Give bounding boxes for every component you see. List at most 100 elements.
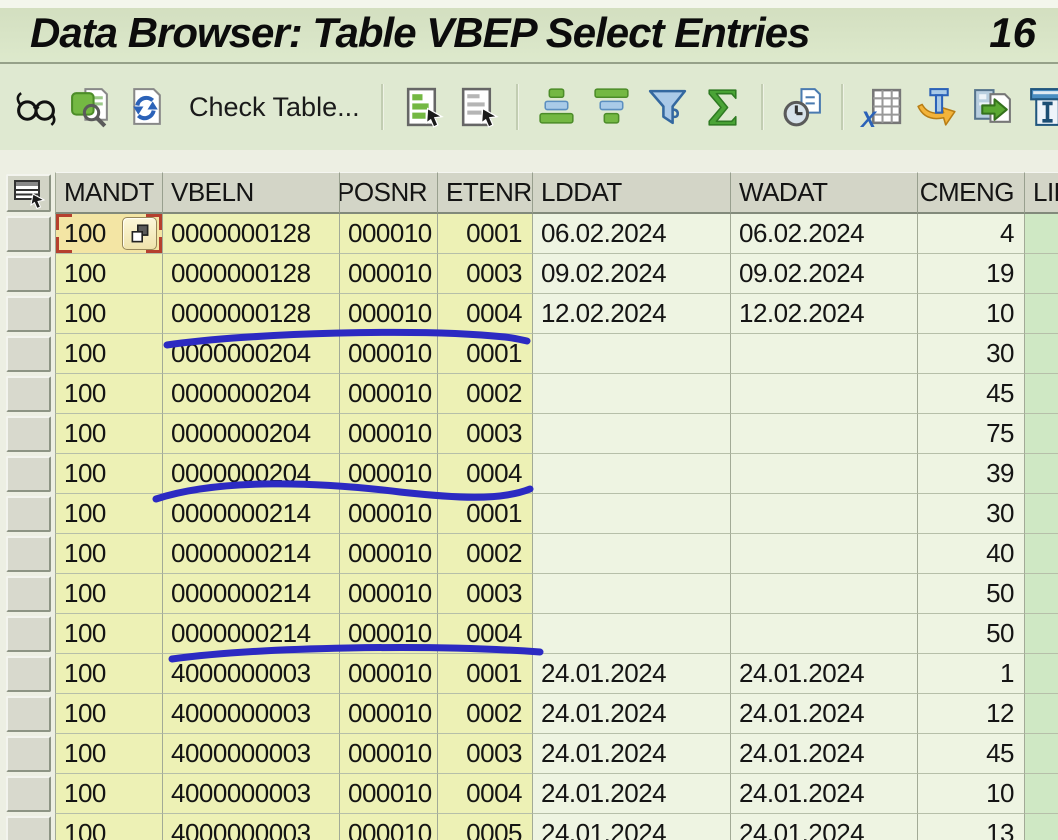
column-header-vbeln[interactable]: VBELN xyxy=(163,172,340,214)
cell-lifsp[interactable] xyxy=(1025,694,1058,734)
cell-posnr[interactable]: 000010 xyxy=(340,254,438,294)
cell-lifsp[interactable] xyxy=(1025,574,1058,614)
cell-cmeng[interactable]: 45 xyxy=(918,734,1025,774)
cell-vbeln[interactable]: 0000000128 xyxy=(163,254,340,294)
cell-wadat[interactable] xyxy=(731,414,918,454)
cell-cmeng[interactable]: 1 xyxy=(918,654,1025,694)
cell-posnr[interactable]: 000010 xyxy=(340,734,438,774)
cell-cmeng[interactable]: 40 xyxy=(918,534,1025,574)
cell-mandt[interactable]: 100 xyxy=(55,374,163,414)
detail-view-button[interactable] xyxy=(122,217,157,250)
cell-wadat[interactable] xyxy=(731,334,918,374)
word-processing-icon[interactable] xyxy=(914,84,961,131)
cell-posnr[interactable]: 000010 xyxy=(340,774,438,814)
cell-posnr[interactable]: 000010 xyxy=(340,574,438,614)
cell-etenr[interactable]: 0005 xyxy=(438,814,533,840)
column-header-cmeng[interactable]: CMENG xyxy=(918,172,1025,214)
cell-etenr[interactable]: 0004 xyxy=(438,454,533,494)
cell-cmeng[interactable]: 4 xyxy=(918,214,1025,254)
cell-lddat[interactable] xyxy=(533,454,731,494)
cell-mandt[interactable]: 100 xyxy=(55,774,163,814)
cell-mandt[interactable]: 100 xyxy=(55,214,163,254)
cell-mandt[interactable]: 100 xyxy=(55,814,163,840)
cell-lddat[interactable] xyxy=(533,494,731,534)
cell-cmeng[interactable]: 50 xyxy=(918,574,1025,614)
cell-vbeln[interactable]: 4000000003 xyxy=(163,654,340,694)
cell-posnr[interactable]: 000010 xyxy=(340,214,438,254)
row-select-button[interactable] xyxy=(6,736,51,772)
cell-lddat[interactable] xyxy=(533,414,731,454)
cell-lifsp[interactable] xyxy=(1025,294,1058,334)
select-all-button[interactable] xyxy=(6,174,51,212)
cell-lifsp[interactable] xyxy=(1025,374,1058,414)
cell-etenr[interactable]: 0002 xyxy=(438,374,533,414)
cell-lifsp[interactable] xyxy=(1025,214,1058,254)
cell-mandt[interactable]: 100 xyxy=(55,494,163,534)
cell-cmeng[interactable]: 12 xyxy=(918,694,1025,734)
cell-vbeln[interactable]: 0000000214 xyxy=(163,534,340,574)
cell-lddat[interactable]: 24.01.2024 xyxy=(533,654,731,694)
cell-wadat[interactable] xyxy=(731,574,918,614)
cell-etenr[interactable]: 0004 xyxy=(438,774,533,814)
cell-lifsp[interactable] xyxy=(1025,654,1058,694)
cell-posnr[interactable]: 000010 xyxy=(340,814,438,840)
cell-lifsp[interactable] xyxy=(1025,414,1058,454)
cell-mandt[interactable]: 100 xyxy=(55,614,163,654)
cell-lddat[interactable]: 12.02.2024 xyxy=(533,294,731,334)
cell-lddat[interactable]: 24.01.2024 xyxy=(533,694,731,734)
cell-vbeln[interactable]: 0000000214 xyxy=(163,574,340,614)
row-select-button[interactable] xyxy=(6,616,51,652)
cell-vbeln[interactable]: 0000000204 xyxy=(163,374,340,414)
cell-lifsp[interactable] xyxy=(1025,774,1058,814)
cell-mandt[interactable]: 100 xyxy=(55,414,163,454)
cell-cmeng[interactable]: 45 xyxy=(918,374,1025,414)
row-select-button[interactable] xyxy=(6,376,51,412)
column-header-lddat[interactable]: LDDAT xyxy=(533,172,731,214)
cell-lddat[interactable] xyxy=(533,334,731,374)
cell-etenr[interactable]: 0001 xyxy=(438,494,533,534)
cell-vbeln[interactable]: 0000000204 xyxy=(163,454,340,494)
cell-vbeln[interactable]: 0000000204 xyxy=(163,414,340,454)
cell-etenr[interactable]: 0001 xyxy=(438,334,533,374)
cell-mandt[interactable]: 100 xyxy=(55,294,163,334)
display-details-icon[interactable] xyxy=(454,84,501,131)
cell-wadat[interactable]: 24.01.2024 xyxy=(731,734,918,774)
cell-vbeln[interactable]: 4000000003 xyxy=(163,814,340,840)
sort-ascending-icon[interactable] xyxy=(534,84,581,131)
row-select-button[interactable] xyxy=(6,656,51,692)
cell-wadat[interactable]: 24.01.2024 xyxy=(731,814,918,840)
cell-etenr[interactable]: 0001 xyxy=(438,214,533,254)
cell-cmeng[interactable]: 13 xyxy=(918,814,1025,840)
sum-icon[interactable] xyxy=(699,84,746,131)
cell-vbeln[interactable]: 0000000128 xyxy=(163,214,340,254)
row-select-button[interactable] xyxy=(6,336,51,372)
cell-posnr[interactable]: 000010 xyxy=(340,534,438,574)
cell-vbeln[interactable]: 0000000214 xyxy=(163,494,340,534)
cell-vbeln[interactable]: 4000000003 xyxy=(163,734,340,774)
cell-lifsp[interactable] xyxy=(1025,334,1058,374)
cell-lifsp[interactable] xyxy=(1025,734,1058,774)
cell-etenr[interactable]: 0003 xyxy=(438,574,533,614)
cell-wadat[interactable]: 24.01.2024 xyxy=(731,694,918,734)
refresh-interval-icon[interactable] xyxy=(779,84,826,131)
cell-mandt[interactable]: 100 xyxy=(55,334,163,374)
cell-lddat[interactable]: 24.01.2024 xyxy=(533,774,731,814)
cell-wadat[interactable] xyxy=(731,534,918,574)
row-select-button[interactable] xyxy=(6,696,51,732)
cell-lifsp[interactable] xyxy=(1025,534,1058,574)
cell-cmeng[interactable]: 30 xyxy=(918,494,1025,534)
cell-cmeng[interactable]: 50 xyxy=(918,614,1025,654)
cell-posnr[interactable]: 000010 xyxy=(340,494,438,534)
cell-wadat[interactable]: 24.01.2024 xyxy=(731,774,918,814)
cell-mandt[interactable]: 100 xyxy=(55,574,163,614)
cell-mandt[interactable]: 100 xyxy=(55,694,163,734)
row-select-button[interactable] xyxy=(6,256,51,292)
row-select-button[interactable] xyxy=(6,456,51,492)
cell-lifsp[interactable] xyxy=(1025,454,1058,494)
cell-mandt[interactable]: 100 xyxy=(55,534,163,574)
cell-etenr[interactable]: 0001 xyxy=(438,654,533,694)
cell-posnr[interactable]: 000010 xyxy=(340,334,438,374)
cell-lifsp[interactable] xyxy=(1025,814,1058,840)
cell-cmeng[interactable]: 75 xyxy=(918,414,1025,454)
cell-posnr[interactable]: 000010 xyxy=(340,374,438,414)
